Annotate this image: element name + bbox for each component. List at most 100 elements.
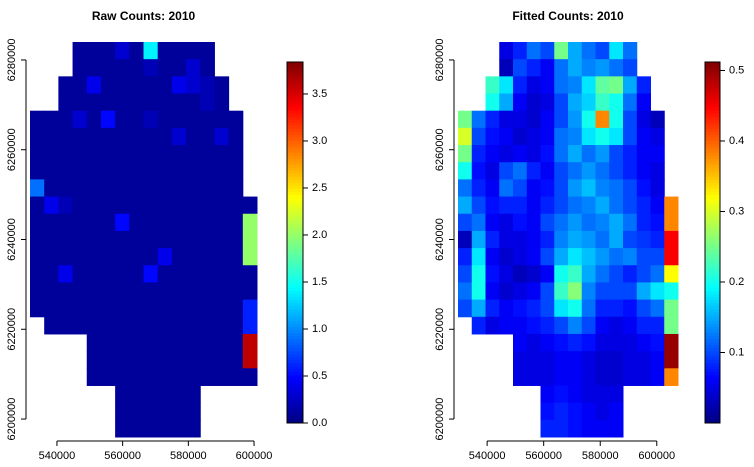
heat-cell — [157, 127, 173, 146]
colorbar-segment — [287, 233, 303, 237]
heat-cell — [157, 179, 173, 198]
heat-cell — [200, 265, 215, 283]
heat-cell — [540, 248, 555, 266]
heat-cell — [214, 333, 230, 352]
heat-cell — [526, 282, 541, 301]
colorbar-segment — [705, 122, 720, 126]
colorbar-segment — [287, 323, 303, 328]
heat-cell — [595, 230, 610, 249]
colorbar-segment — [705, 218, 720, 222]
heat-cell — [129, 110, 144, 129]
heat-cell — [100, 127, 116, 146]
colorbar-segment — [705, 254, 720, 258]
heat-cell — [636, 110, 651, 129]
x-tick-label: 540000 — [469, 450, 506, 462]
colorbar-segment — [705, 221, 720, 225]
heat-cell — [650, 299, 665, 318]
heat-cell — [72, 248, 88, 266]
heat-cell — [171, 76, 187, 95]
colorbar-segment — [705, 74, 720, 78]
colorbar-segment — [705, 329, 720, 334]
heat-cell — [100, 282, 116, 301]
heat-cell — [650, 282, 665, 301]
colorbar-segment — [287, 341, 303, 346]
colorbar-segment — [287, 260, 303, 264]
colorbar-tick-label: 3.0 — [312, 135, 327, 147]
heat-cell — [30, 162, 45, 180]
heat-cell — [609, 76, 624, 95]
colorbar-segment — [705, 206, 720, 210]
heat-cell — [171, 162, 187, 180]
colorbar-segment — [287, 161, 303, 165]
colorbar-segment — [705, 116, 720, 120]
x-tick-label: 600000 — [236, 450, 273, 462]
heat-cell — [157, 230, 173, 249]
heat-cell — [86, 127, 102, 146]
heat-cell — [200, 145, 215, 163]
heat-cell — [157, 316, 173, 335]
heat-cell — [228, 127, 244, 146]
colorbar-frame — [704, 61, 721, 424]
heat-cell — [581, 110, 596, 129]
heat-cell — [200, 59, 215, 77]
heat-cell — [171, 282, 187, 301]
colorbar-segment — [287, 149, 303, 153]
heat-cell — [86, 59, 102, 77]
colorbar-tick-label: 1.0 — [312, 323, 327, 335]
heat-cell — [58, 282, 74, 301]
colorbar-segment — [287, 179, 303, 183]
heat-cell — [471, 127, 486, 146]
colorbar-segment — [287, 380, 303, 385]
heat-cell — [186, 351, 201, 369]
colorbar-segment — [705, 344, 720, 349]
heat-cell — [129, 127, 144, 146]
colorbar-segment — [705, 407, 720, 412]
heat-cell — [186, 127, 201, 146]
heat-cell — [581, 145, 596, 163]
heat-cell — [609, 385, 624, 404]
heat-cell — [214, 145, 230, 163]
colorbar-segment — [287, 200, 303, 204]
colorbar-segment — [287, 152, 303, 156]
heat-cell — [115, 196, 130, 215]
colorbar-segment — [287, 203, 303, 207]
heat-cell — [636, 213, 651, 232]
heat-cell — [129, 162, 144, 180]
heat-cell — [228, 230, 244, 249]
y-tick-label: 6240000 — [6, 218, 18, 261]
heat-cell — [214, 351, 230, 369]
heat-cell — [143, 402, 159, 421]
colorbar-segment — [705, 389, 720, 394]
heat-cell — [526, 76, 541, 95]
colorbar-segment — [705, 284, 720, 289]
y-tick-label: 6220000 — [6, 308, 18, 351]
colorbar-segment — [287, 119, 303, 123]
heat-cell — [143, 265, 159, 283]
colorbar-segment — [287, 131, 303, 135]
heat-cell — [214, 127, 230, 146]
colorbar-segment — [287, 116, 303, 120]
colorbar-segment — [287, 194, 303, 198]
heat-cell — [609, 145, 624, 163]
heat-cell — [471, 110, 486, 129]
heat-cell — [595, 110, 610, 129]
heat-cell — [30, 127, 45, 146]
colorbar-segment — [705, 293, 720, 298]
heat-cell — [186, 368, 201, 386]
heat-cell — [171, 248, 187, 266]
heat-cell — [58, 162, 74, 180]
heat-cell — [30, 196, 45, 215]
heat-cell — [595, 196, 610, 215]
colorbar-segment — [287, 302, 303, 307]
heat-cell — [540, 127, 555, 146]
heat-cell — [143, 59, 159, 77]
heat-cell — [115, 179, 130, 198]
heat-cell — [143, 162, 159, 180]
heat-cell — [581, 333, 596, 352]
heat-cell — [636, 265, 651, 283]
heat-cell — [623, 76, 638, 95]
colorbar-segment — [705, 71, 720, 75]
heat-cell — [143, 213, 159, 232]
colorbar-segment — [705, 194, 720, 198]
colorbar-segment — [287, 206, 303, 210]
